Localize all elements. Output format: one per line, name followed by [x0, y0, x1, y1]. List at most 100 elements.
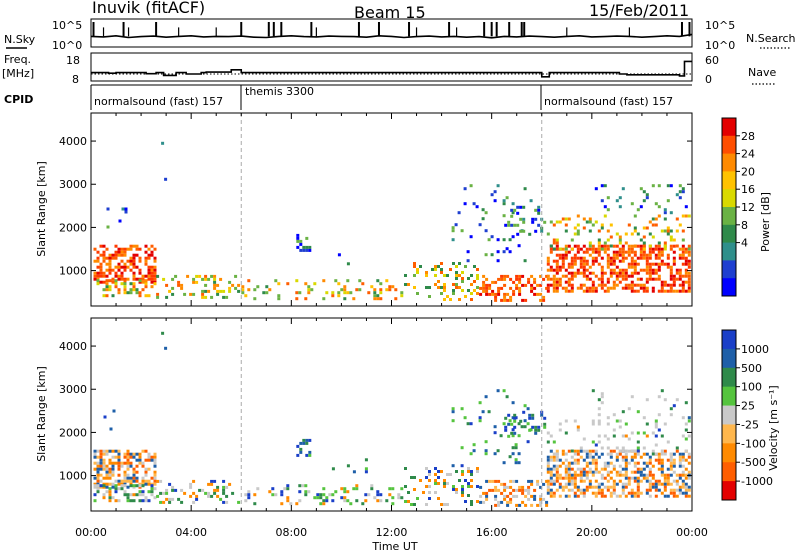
range-gate-cell: [609, 256, 613, 260]
range-gate-cell: [615, 470, 619, 474]
range-gate-cell: [654, 253, 658, 257]
range-gate-cell: [579, 446, 583, 450]
range-gate-cell: [612, 491, 616, 495]
range-gate-cell: [174, 274, 178, 278]
range-gate-cell: [639, 473, 643, 477]
range-gate-cell: [567, 473, 571, 477]
range-gate-cell: [528, 416, 532, 420]
range-gate-cell: [645, 277, 649, 281]
range-gate-cell: [510, 431, 514, 435]
range-gate-cell: [531, 413, 535, 417]
range-gate-cell: [153, 482, 157, 486]
range-gate-cell: [517, 434, 521, 438]
range-gate-cell: [639, 187, 643, 191]
range-gate-cell: [108, 473, 112, 477]
range-gate-cell: [669, 464, 673, 468]
range-gate-cell: [373, 288, 377, 292]
range-gate-cell: [307, 285, 311, 289]
range-gate-cell: [204, 289, 208, 293]
range-gate-cell: [582, 449, 586, 453]
range-gate-cell: [627, 262, 631, 266]
range-gate-cell: [600, 446, 604, 450]
range-gate-cell: [546, 440, 550, 444]
range-gate-cell: [681, 485, 685, 489]
range-gate-cell: [481, 208, 485, 212]
range-gate-cell: [684, 262, 688, 266]
range-gate-cell: [543, 422, 547, 426]
range-gate-cell: [570, 256, 574, 260]
range-gate-cell: [216, 485, 220, 489]
range-gate-cell: [96, 470, 100, 474]
range-gate-cell: [684, 458, 688, 462]
range-gate-cell: [431, 268, 434, 271]
range-gate-cell: [522, 205, 526, 209]
range-gate-cell: [564, 247, 568, 251]
range-gate-cell: [552, 458, 556, 462]
range-gate-cell: [503, 295, 507, 299]
range-gate-cell: [561, 265, 565, 269]
range-gate-cell: [636, 446, 640, 450]
range-gate-cell: [660, 491, 664, 495]
range-gate-cell: [546, 455, 550, 459]
range-gate-cell: [522, 217, 526, 221]
range-gate-cell: [394, 297, 398, 301]
range-gate-cell: [567, 271, 571, 275]
range-gate-cell: [487, 410, 491, 414]
range-gate-cell: [500, 298, 504, 302]
range-gate-cell: [582, 289, 586, 293]
range-gate-cell: [666, 479, 670, 483]
range-gate-cell: [452, 488, 455, 491]
range-gate-cell: [476, 500, 479, 503]
power-hour-markers: [240, 113, 543, 306]
range-gate-cell: [546, 431, 550, 435]
range-gate-cell: [663, 476, 667, 480]
range-gate-cell: [277, 294, 281, 298]
range-gate-cell: [555, 479, 559, 483]
range-gate-cell: [645, 452, 649, 456]
range-gate-cell: [156, 479, 160, 483]
range-gate-cell: [527, 280, 531, 284]
range-gate-cell: [102, 458, 106, 462]
range-gate-cell: [331, 291, 335, 295]
range-gate-cell: [509, 286, 513, 290]
range-gate-cell: [117, 247, 121, 251]
range-gate-cell: [316, 493, 320, 497]
range-gate-cell: [660, 286, 664, 290]
range-gate-cell: [669, 407, 673, 411]
range-gate-cell: [111, 268, 115, 272]
range-gate-cell: [213, 283, 217, 287]
range-gate-cell: [549, 491, 553, 495]
range-gate-cell: [645, 286, 649, 290]
range-gate-cell: [567, 494, 571, 498]
range-gate-cell: [334, 279, 338, 283]
range-gate-cell: [576, 250, 580, 254]
range-gate-cell: [192, 479, 196, 483]
range-gate-cell: [615, 452, 619, 456]
range-gate-cell: [533, 280, 537, 284]
range-gate-cell: [102, 496, 106, 500]
range-gate-cell: [660, 229, 664, 233]
range-gate-cell: [567, 283, 571, 287]
range-gate-cell: [210, 295, 214, 299]
range-gate-cell: [358, 279, 362, 283]
range-gate-cell: [624, 494, 628, 498]
range-gate-cell: [585, 461, 589, 465]
range-gate-cell: [256, 487, 260, 491]
range-gate-cell: [558, 253, 562, 257]
range-gate-cell: [379, 282, 383, 286]
range-gate-cell: [618, 473, 622, 477]
range-gate-cell: [117, 274, 121, 278]
range-gate-cell: [346, 490, 350, 494]
range-gate-cell: [657, 256, 661, 260]
range-gate-cell: [678, 223, 682, 227]
range-gate-cell: [684, 271, 688, 275]
range-gate-cell: [636, 461, 640, 465]
range-gate-cell: [147, 458, 151, 462]
range-gate-cell: [615, 446, 619, 450]
range-gate-cell: [570, 277, 574, 281]
range-gate-cell: [455, 491, 458, 494]
range-gate-cell: [621, 244, 625, 248]
range-gate-cell: [331, 499, 335, 503]
range-gate-cell: [337, 253, 341, 257]
